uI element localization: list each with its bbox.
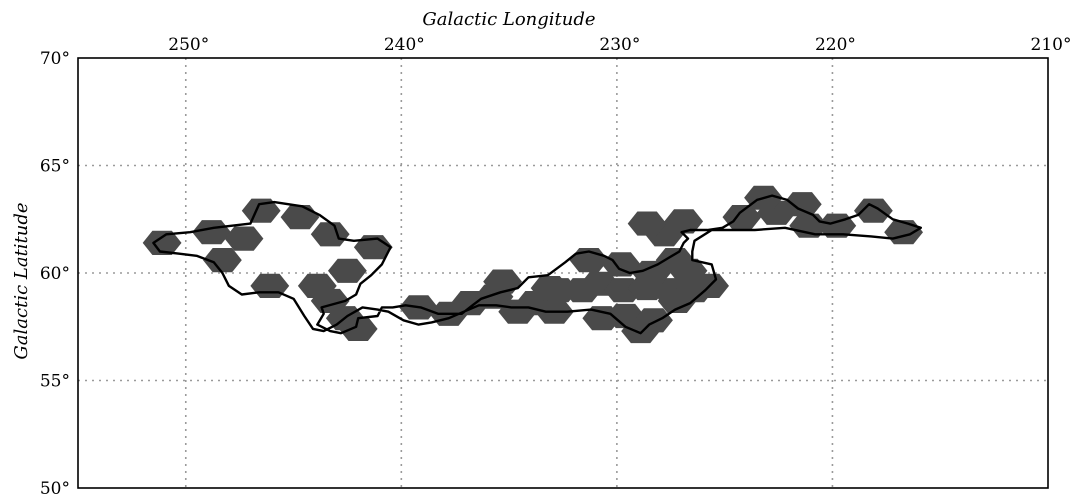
field-hexagon <box>884 220 923 244</box>
y-axis-title: Galactic Latitude <box>11 202 32 359</box>
field-hexagon <box>328 259 367 283</box>
y-tick-label: 60° <box>40 264 70 284</box>
y-tick-labels: 70° 65° 60° 55° 50° <box>40 49 70 499</box>
field-hexagon <box>854 199 893 223</box>
observed-fields <box>143 186 923 343</box>
x-tick-label: 240° <box>384 35 425 55</box>
y-tick-label: 55° <box>40 372 70 392</box>
field-hexagon <box>192 220 231 244</box>
field-hexagon <box>225 227 264 251</box>
x-tick-label: 230° <box>599 35 640 55</box>
x-tick-labels: 250° 240° 230° 220° 210° <box>168 35 1071 55</box>
y-tick-label: 70° <box>40 49 70 69</box>
field-hexagon <box>311 222 350 246</box>
x-tick-label: 250° <box>168 35 209 55</box>
x-axis-title: Galactic Longitude <box>422 9 595 30</box>
x-tick-label: 220° <box>815 35 856 55</box>
y-tick-label: 50° <box>40 479 70 499</box>
field-hexagon <box>281 205 320 229</box>
y-tick-label: 65° <box>40 157 70 177</box>
x-tick-label: 210° <box>1031 35 1072 55</box>
